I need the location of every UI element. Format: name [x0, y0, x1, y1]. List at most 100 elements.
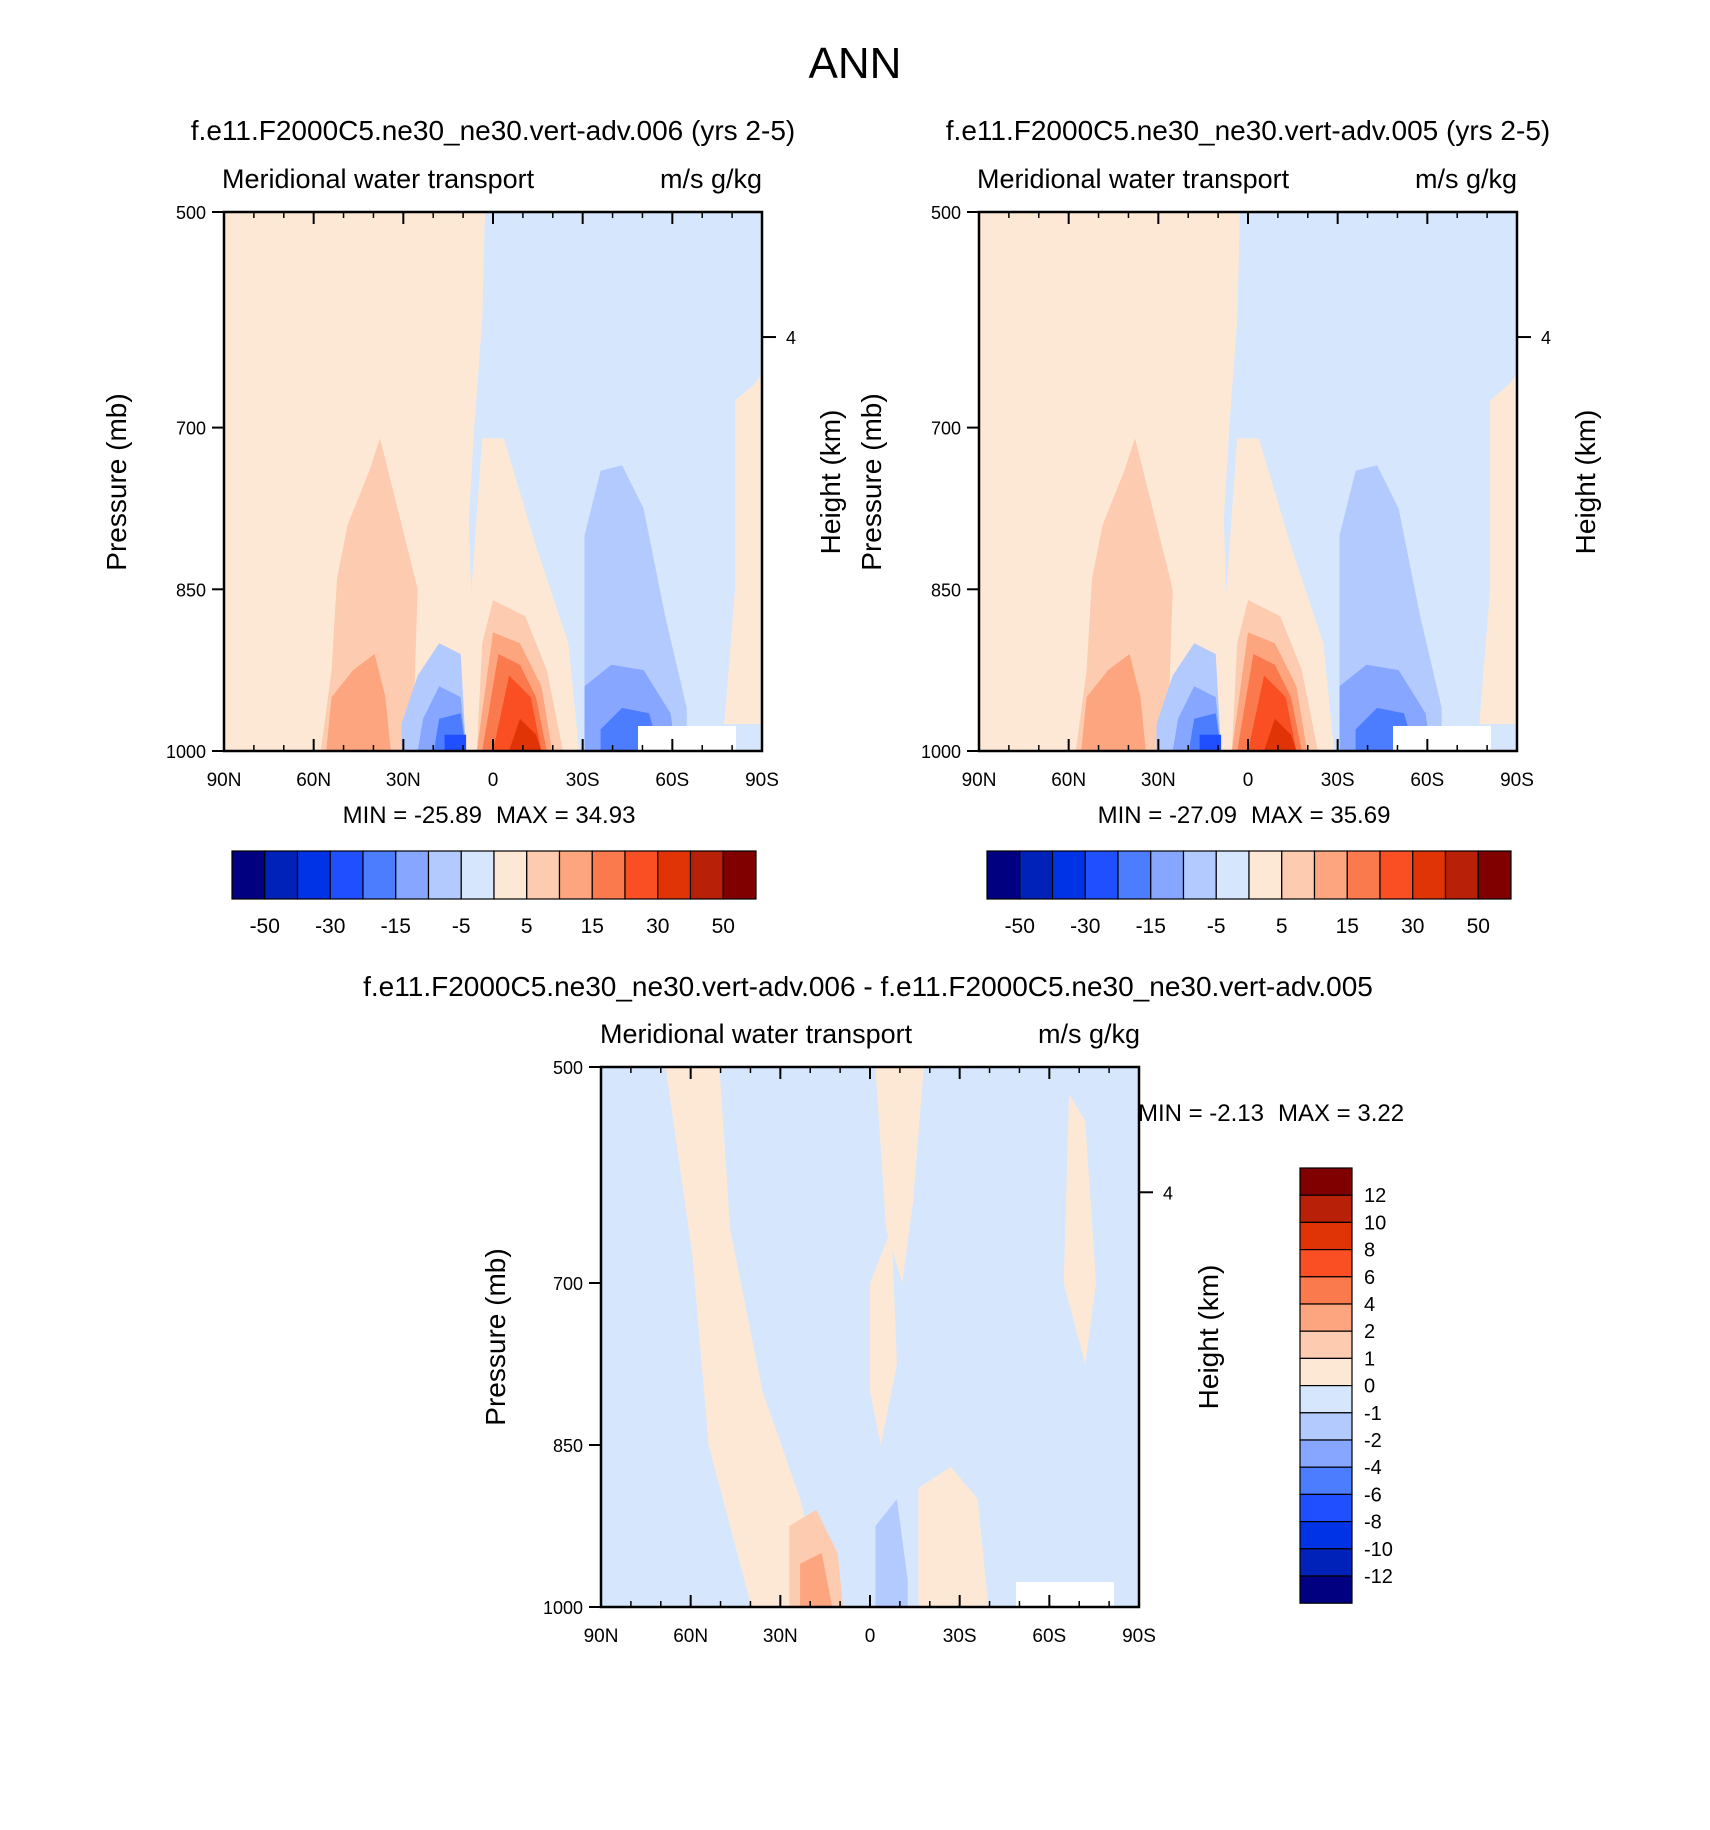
colorbar-swatch: [1281, 850, 1316, 900]
panel-2-ylabel: Pressure (mb): [856, 393, 887, 570]
colorbar-swatch: [526, 850, 561, 900]
panel-3-plot-area: [601, 1067, 1139, 1607]
x-tick-label: 30N: [1141, 770, 1176, 791]
y-tick-label: 850: [931, 580, 961, 600]
colorbar-label: 12: [1364, 1185, 1386, 1207]
panel-2-ylabel-right: Height (km): [1570, 410, 1601, 555]
y-tick-label: 850: [176, 580, 206, 600]
colorbar-swatch: [1215, 850, 1250, 900]
y-tick-label: 1000: [166, 742, 206, 762]
panel-2-min-label: MIN = -27.09: [1098, 802, 1237, 829]
colorbar-label: -30: [315, 915, 345, 938]
colorbar-swatch: [657, 850, 692, 900]
y-tick-label: 700: [176, 419, 206, 439]
colorbar-swatch: [1299, 1330, 1353, 1359]
colorbar-swatch: [624, 850, 659, 900]
contour-fill-north-2: [320, 438, 418, 751]
colorbar-label: 15: [1336, 915, 1359, 938]
x-tick-label: 0: [488, 770, 499, 791]
x-tick-label: 60S: [655, 770, 689, 791]
colorbar-swatch: [1477, 850, 1512, 900]
colorbar-swatch: [296, 850, 331, 900]
x-tick-label: 90S: [745, 770, 779, 791]
colorbar-label: -15: [381, 915, 411, 938]
x-tick-label: 60S: [1410, 770, 1444, 791]
colorbar-swatch: [1299, 1384, 1353, 1414]
panel-1-max-label: MAX = 34.93: [496, 802, 635, 829]
contour-fill-north-2: [1075, 438, 1173, 751]
colorbar-swatch: [1299, 1194, 1353, 1223]
colorbar-label: -50: [1005, 915, 1035, 938]
colorbar-swatch: [1182, 850, 1217, 900]
colorbar-label: -15: [1136, 915, 1166, 938]
colorbar-swatch: [329, 850, 364, 900]
y-right-tick-label: 4: [1163, 1183, 1173, 1203]
x-tick-label: 60N: [1051, 770, 1086, 791]
colorbar-swatch: [1346, 850, 1381, 900]
x-tick-label: 60N: [296, 770, 331, 791]
colorbar-label: -30: [1070, 915, 1100, 938]
contour-fill-negative-2: [875, 1499, 908, 1607]
colorbar-label: 2: [1364, 1321, 1375, 1343]
contour-fill-positive-band-5: [1063, 1094, 1096, 1364]
colorbar-swatch: [1299, 1357, 1353, 1387]
y-tick-label: 700: [553, 1274, 583, 1294]
colorbar-label: 5: [1276, 915, 1288, 938]
colorbar-swatch: [1313, 850, 1348, 900]
panel-1-title: f.e11.F2000C5.ne30_ne30.vert-adv.006 (yr…: [191, 115, 795, 146]
x-tick-label: 30S: [943, 1626, 977, 1647]
panel-3-left-string: Meridional water transport: [600, 1019, 913, 1049]
contour-fill-north-3: [326, 654, 391, 751]
contour-fill-north-3: [1081, 654, 1146, 751]
colorbar-swatch: [1444, 850, 1479, 900]
contour-fill-eq-6: [509, 718, 542, 751]
x-tick-label: 0: [865, 1626, 876, 1647]
colorbar-label: -2: [1364, 1430, 1382, 1452]
colorbar-swatch: [1299, 1412, 1353, 1441]
colorbar-swatch: [1299, 1548, 1353, 1577]
colorbar-label: 0: [1364, 1376, 1375, 1398]
contour-fill-positive-band-4: [918, 1466, 989, 1607]
colorbar-swatch: [1299, 1520, 1353, 1550]
panel-1-left-string: Meridional water transport: [222, 164, 535, 194]
y-tick-label: 1000: [921, 742, 961, 762]
panel-1-ylabel-right: Height (km): [815, 410, 846, 555]
colorbar-label: -50: [250, 915, 280, 938]
colorbar-swatch: [1019, 850, 1054, 900]
colorbar-swatch: [1084, 850, 1119, 900]
colorbar-swatch: [1379, 850, 1414, 900]
contour-fill-positive-north: [224, 212, 485, 751]
colorbar-swatch: [1299, 1221, 1353, 1251]
contour-fill-positive-band-3: [875, 1067, 924, 1283]
x-tick-label: 30S: [1321, 770, 1355, 791]
panel-1-plot-area: [224, 212, 762, 751]
colorbar-swatch: [460, 850, 495, 900]
panel-2-plot-area: [979, 212, 1517, 751]
contour-fill-positive-north: [979, 212, 1240, 751]
y-tick-label: 1000: [543, 1598, 583, 1618]
x-tick-label: 90S: [1500, 770, 1534, 791]
panel-2-title: f.e11.F2000C5.ne30_ne30.vert-adv.005 (yr…: [946, 115, 1550, 146]
colorbar-swatch: [1299, 1248, 1353, 1278]
x-tick-label: 90N: [584, 1626, 619, 1647]
y-tick-label: 500: [931, 203, 961, 223]
colorbar-label: 8: [1364, 1240, 1375, 1262]
colorbar-label: 50: [1467, 915, 1490, 938]
colorbar-swatch: [395, 850, 430, 900]
colorbar-swatch: [231, 850, 266, 900]
colorbar-swatch: [1299, 1493, 1353, 1523]
colorbar-label: 4: [1364, 1294, 1375, 1316]
panel-1-colorbar: -50 -30 -15 -5 5 15 30 50: [231, 850, 757, 938]
colorbar-swatch: [1412, 850, 1447, 900]
contour-fill-north-neg-5: [1199, 734, 1222, 751]
panel-3: f.e11.F2000C5.ne30_ne30.vert-adv.006 - f…: [363, 971, 1404, 1647]
panel-2-colorbar: -50 -30 -15 -5 5 15 30 50: [986, 850, 1512, 938]
panel-3-min-label: MIN = -2.13: [1138, 1100, 1264, 1127]
colorbar-swatch: [986, 850, 1021, 900]
colorbar-swatch: [1299, 1439, 1353, 1468]
y-tick-label: 500: [176, 203, 206, 223]
panel-2-missing-region: [1393, 726, 1491, 750]
x-tick-label: 60S: [1032, 1626, 1066, 1647]
